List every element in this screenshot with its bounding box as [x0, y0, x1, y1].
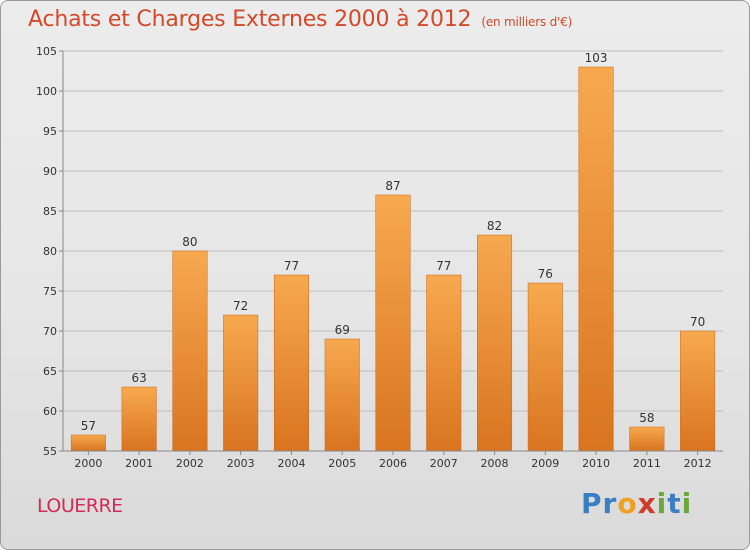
- y-tick-label: 70: [43, 325, 57, 338]
- data-label-2010: 103: [585, 51, 608, 65]
- data-label-2006: 87: [385, 179, 400, 193]
- y-tick-label: 90: [43, 165, 57, 178]
- data-label-2005: 69: [335, 323, 350, 337]
- axes: 55 60 65 70 75 80 85 90 95 100 105 2000 2001 2002 2003…: [36, 45, 723, 470]
- bar-2007: [426, 274, 462, 452]
- y-tick-label: 75: [43, 285, 57, 298]
- x-tick-label: 2001: [125, 457, 153, 470]
- y-tick-label: 65: [43, 365, 57, 378]
- bar-2003: [223, 314, 259, 452]
- chart-subtitle: (en milliers d'€): [481, 15, 573, 29]
- data-label-2001: 63: [132, 371, 147, 385]
- chart-title: Achats et Charges Externes 2000 à 2012 (e…: [28, 7, 572, 32]
- data-label-2000: 57: [81, 419, 96, 433]
- bar-2011: [629, 426, 665, 452]
- logo-letter: r: [602, 487, 618, 520]
- logo-letter: t: [667, 487, 682, 520]
- y-tick-label: 85: [43, 205, 57, 218]
- chart-title-text: Achats et Charges Externes 2000 à 2012: [28, 7, 472, 32]
- y-tick-label: 55: [43, 445, 57, 458]
- x-tick-label: 2000: [74, 457, 102, 470]
- bar-2000: [70, 434, 106, 452]
- data-label-2009: 76: [538, 267, 553, 281]
- bar-2002: [172, 250, 208, 452]
- bar-2001: [121, 386, 157, 452]
- bar-2012: [680, 330, 716, 452]
- bar-2005: [324, 338, 360, 452]
- commune-name: LOUERRE: [37, 495, 123, 517]
- x-tick-label: 2010: [582, 457, 610, 470]
- bar-2006: [375, 194, 411, 452]
- x-tick-label: 2006: [379, 457, 407, 470]
- x-tick-label: 2011: [633, 457, 661, 470]
- data-labels: 57 63 80 72 77 69 87 77 82 76 103 58 70: [81, 51, 706, 433]
- y-tick-label: 100: [36, 85, 57, 98]
- data-label-2011: 58: [639, 411, 654, 425]
- y-tick-label: 60: [43, 405, 57, 418]
- data-label-2002: 80: [182, 235, 197, 249]
- proxiti-logo: Proxiti: [581, 487, 692, 520]
- data-label-2008: 82: [487, 219, 502, 233]
- bar-2010: [578, 66, 614, 452]
- bar-2009: [527, 282, 563, 452]
- logo-letter: o: [617, 487, 638, 520]
- bar-2008: [477, 234, 513, 452]
- y-tick-label: 80: [43, 245, 57, 258]
- y-tick-label: 95: [43, 125, 57, 138]
- x-tick-label: 2004: [277, 457, 305, 470]
- x-tick-label: 2008: [481, 457, 509, 470]
- logo-letter: P: [581, 487, 603, 520]
- x-tick-label: 2007: [430, 457, 458, 470]
- x-tick-label: 2009: [531, 457, 559, 470]
- x-tick-label: 2003: [227, 457, 255, 470]
- x-tick-label: 2002: [176, 457, 204, 470]
- x-tick-label: 2012: [684, 457, 712, 470]
- data-label-2012: 70: [690, 315, 705, 329]
- logo-letter: i: [681, 487, 693, 520]
- data-label-2003: 72: [233, 299, 248, 313]
- y-tick-label: 105: [36, 45, 57, 58]
- logo-letter: x: [637, 487, 657, 520]
- data-label-2007: 77: [436, 259, 451, 273]
- data-label-2004: 77: [284, 259, 299, 273]
- logo-letter: i: [656, 487, 668, 520]
- bar-2004: [273, 274, 309, 452]
- bars: [70, 66, 716, 452]
- x-tick-label: 2005: [328, 457, 356, 470]
